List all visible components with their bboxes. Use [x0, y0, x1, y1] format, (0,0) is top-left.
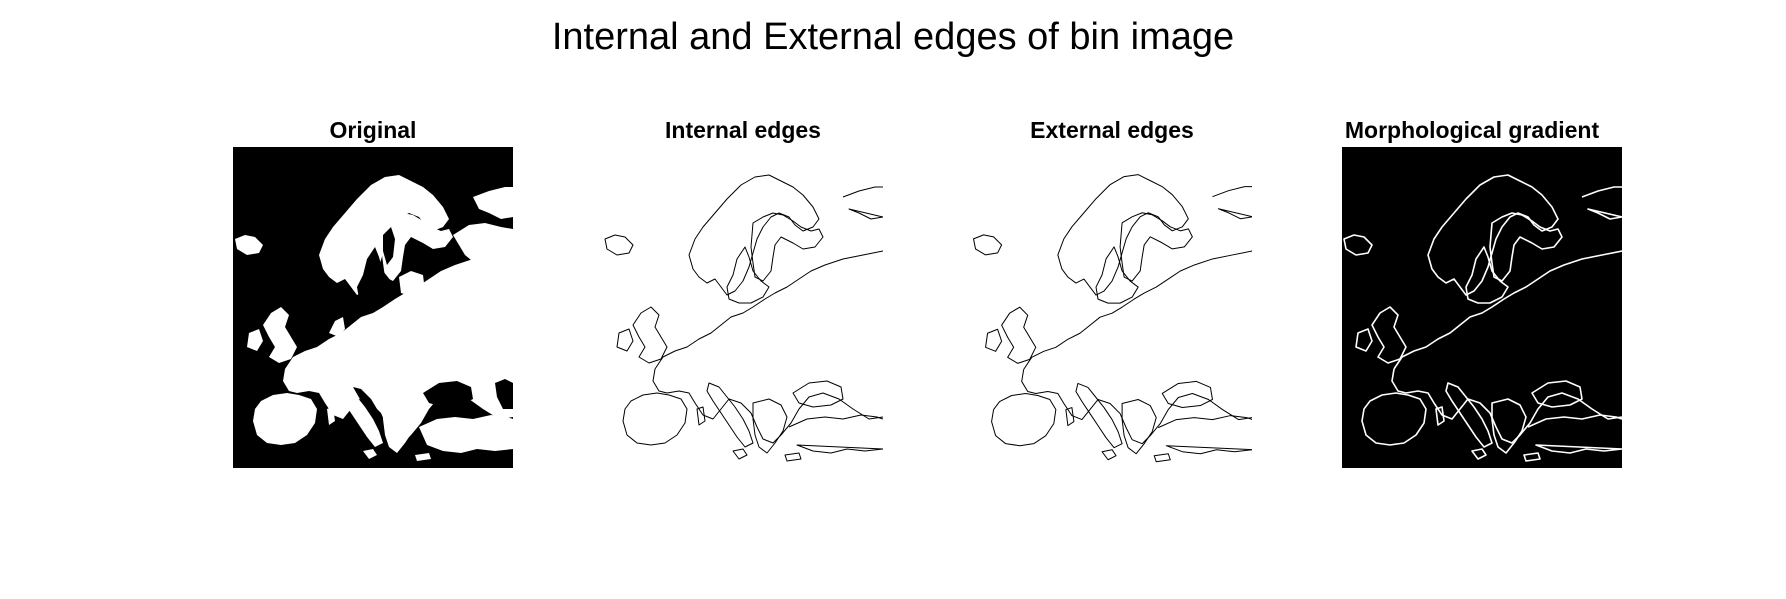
- original-image-panel: [233, 147, 513, 468]
- figure-title: Internal and External edges of bin image: [551, 16, 1235, 58]
- internal-edges-panel: [603, 147, 883, 468]
- external-edges-panel: [972, 147, 1252, 468]
- panel-title-original: Original: [329, 117, 417, 143]
- panel-title-internal-edges: Internal edges: [665, 117, 821, 143]
- edge-outlines: [604, 174, 883, 462]
- external-edges-map: [972, 147, 1252, 468]
- panel-title-external-edges: External edges: [1030, 117, 1194, 143]
- morphological-gradient-map: [1342, 147, 1622, 468]
- edge-outlines: [973, 174, 1252, 463]
- edge-outlines: [1343, 174, 1622, 462]
- panel-title-morphological-gradient: Morphological gradient: [1344, 117, 1600, 143]
- original-europe-map: [233, 147, 513, 468]
- morphological-gradient-panel: [1342, 147, 1622, 468]
- inland-seas: [353, 227, 513, 411]
- land-masses: [235, 175, 513, 461]
- internal-edges-map: [603, 147, 883, 468]
